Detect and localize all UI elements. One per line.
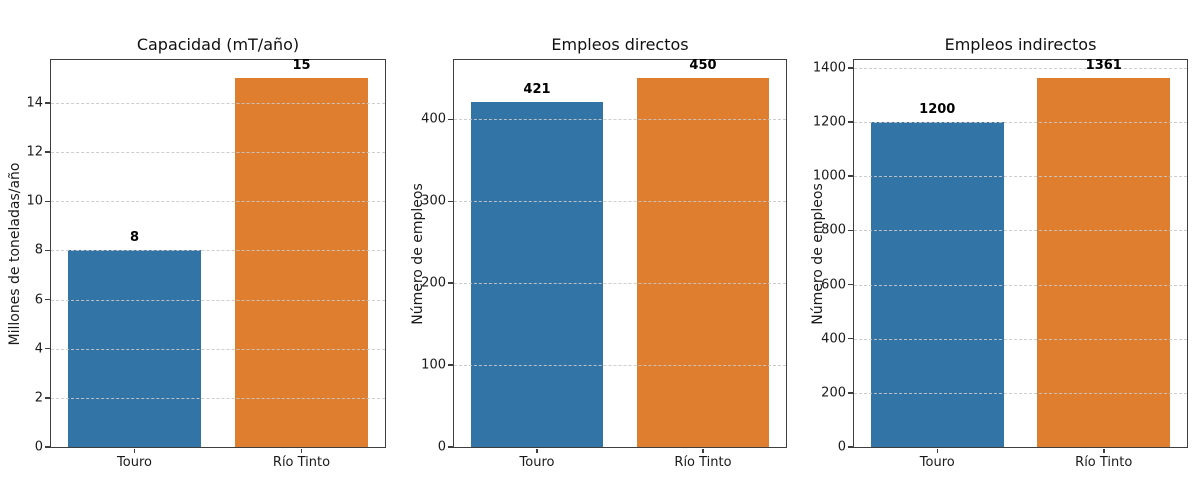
x-tick-label: Río Tinto xyxy=(674,455,732,470)
bar-touro xyxy=(470,102,604,447)
y-tick-label: 300 xyxy=(421,193,446,209)
y-tick-label: 100 xyxy=(421,357,446,373)
y-tick-mark xyxy=(848,392,853,394)
y-tick-label: 1400 xyxy=(812,60,846,76)
gridline xyxy=(51,201,385,203)
x-tick-label: Touro xyxy=(919,455,955,470)
gridline xyxy=(51,250,385,252)
y-tick-mark xyxy=(848,121,853,123)
plot-area-indirect-jobs: Empleos indirectos Número de empleos 0 20… xyxy=(810,35,1188,470)
axes-title-direct-jobs: Empleos directos xyxy=(551,35,689,54)
y-tick-label: 0 xyxy=(437,439,446,455)
y-axis-label-indirect-jobs: Número de empleos xyxy=(810,182,826,325)
y-tick-mark xyxy=(45,151,50,153)
y-tick-mark xyxy=(448,282,453,284)
bar-value-label: 1200 xyxy=(919,102,956,118)
y-tick-label: 0 xyxy=(837,439,846,455)
x-tick-label: Touro xyxy=(117,455,152,470)
bar-value-label: 8 xyxy=(129,230,140,246)
plot-area-direct-jobs: Empleos directos Número de empleos 0 100 2… xyxy=(410,35,787,470)
y-tick-mark xyxy=(848,446,853,448)
gridline xyxy=(454,119,786,121)
y-tick-label: 10 xyxy=(26,193,43,209)
y-tick-label: 0 xyxy=(34,439,43,455)
axes-title-indirect-jobs: Empleos indirectos xyxy=(944,35,1097,54)
gridline xyxy=(51,103,385,104)
y-tick-mark xyxy=(45,298,50,301)
y-tick-mark xyxy=(45,347,50,350)
y-tick-mark xyxy=(45,249,50,252)
y-tick-mark xyxy=(448,364,453,366)
y-tick-label: 4 xyxy=(34,341,43,357)
gridline xyxy=(854,230,1187,232)
x-tick-label: Río Tinto xyxy=(1075,455,1133,470)
y-tick-mark xyxy=(45,446,50,448)
y-axis-label-capacity: Millones de toneladas/año xyxy=(7,162,23,345)
y-tick-mark xyxy=(848,229,853,232)
bar-value-label: 421 xyxy=(523,82,551,98)
x-tick-mark xyxy=(536,448,538,453)
gridline xyxy=(51,348,385,350)
gridline xyxy=(51,299,385,301)
y-tick-label: 600 xyxy=(821,277,846,292)
y-tick-label: 6 xyxy=(34,292,43,308)
y-tick-mark xyxy=(848,337,853,340)
y-tick-mark xyxy=(45,397,50,399)
x-tick-label: Río Tinto xyxy=(272,455,331,470)
x-tick-mark xyxy=(1103,448,1105,453)
y-tick-label: 12 xyxy=(26,144,43,160)
gridline xyxy=(854,284,1187,286)
y-tick-label: 400 xyxy=(821,331,846,347)
y-tick-mark xyxy=(448,118,453,121)
y-tick-mark xyxy=(848,67,853,69)
bar-río-tinto xyxy=(1037,78,1171,447)
x-tick-mark xyxy=(936,448,938,453)
x-tick-mark xyxy=(702,448,704,453)
gridline xyxy=(854,338,1187,340)
bar-río-tinto xyxy=(234,78,369,447)
y-tick-label: 1200 xyxy=(812,114,846,130)
x-tick-mark xyxy=(300,448,303,453)
gridline xyxy=(854,67,1187,69)
y-tick-mark xyxy=(448,446,453,448)
y-tick-label: 2 xyxy=(34,390,43,406)
gridline xyxy=(51,152,385,154)
gridline xyxy=(854,176,1187,178)
bar-río-tinto xyxy=(636,78,770,447)
y-tick-label: 800 xyxy=(821,222,846,238)
y-tick-mark xyxy=(45,200,50,203)
y-tick-label: 1000 xyxy=(812,168,846,184)
y-tick-mark xyxy=(848,175,853,177)
gridline xyxy=(454,283,786,285)
gridline xyxy=(454,201,786,203)
plot-area-capacity: Capacidad (mT/año) Millones de toneladas… xyxy=(7,35,386,470)
y-tick-label: 400 xyxy=(421,111,446,127)
y-tick-label: 200 xyxy=(421,275,446,291)
gridline xyxy=(454,365,786,367)
gridline xyxy=(854,392,1187,394)
gridline xyxy=(51,397,385,399)
gridline xyxy=(854,122,1187,124)
bar-value-label: 1361 xyxy=(1085,58,1122,74)
bar-value-label: 15 xyxy=(292,58,311,74)
y-tick-label: 8 xyxy=(34,242,43,258)
y-tick-label: 200 xyxy=(821,385,846,401)
x-tick-label: Touro xyxy=(519,455,555,470)
x-tick-mark xyxy=(133,448,136,453)
axes-title-capacity: Capacidad (mT/año) xyxy=(136,35,300,54)
y-tick-label: 14 xyxy=(26,95,43,111)
y-tick-mark xyxy=(848,283,853,286)
bar-value-label: 450 xyxy=(689,58,717,74)
y-tick-mark xyxy=(45,102,50,104)
y-tick-mark xyxy=(448,200,453,203)
